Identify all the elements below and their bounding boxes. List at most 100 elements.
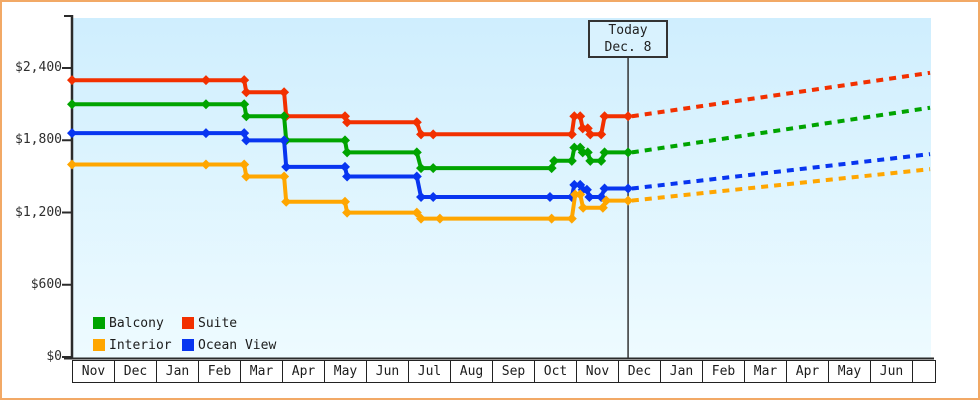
month-cell: Feb — [198, 360, 241, 383]
data-point-marker-interior — [241, 171, 252, 182]
legend-label: Ocean View — [198, 337, 277, 353]
projection-line-balcony — [631, 105, 931, 155]
data-point-marker-balcony — [577, 147, 588, 158]
data-point-marker-suite — [599, 111, 610, 122]
month-cell: Apr — [282, 360, 325, 383]
y-axis-tick-label: $0 — [46, 349, 62, 364]
data-point-marker-interior — [281, 196, 292, 207]
legend-item-suite: Suite — [182, 312, 276, 334]
month-cell-empty — [912, 360, 936, 383]
data-point-marker-ocean-view — [200, 128, 211, 139]
projection-line-suite — [631, 70, 931, 119]
data-point-marker-ocean-view — [428, 191, 439, 202]
data-point-marker-interior — [597, 202, 608, 213]
month-cell: Mar — [240, 360, 283, 383]
data-point-marker-interior — [200, 159, 211, 170]
month-cell: Jan — [156, 360, 199, 383]
legend-swatch-icon — [93, 317, 105, 329]
data-point-marker-interior — [434, 213, 445, 224]
data-point-marker-ocean-view — [599, 183, 610, 194]
data-point-marker-suite — [569, 111, 580, 122]
data-point-marker-balcony — [200, 99, 211, 110]
legend-item-interior: Interior — [93, 334, 182, 356]
y-axis-tick-label: $2,400 — [15, 60, 62, 75]
month-cell: Jun — [366, 360, 409, 383]
data-point-marker-interior — [416, 213, 427, 224]
data-point-marker-suite — [241, 87, 252, 98]
month-cell: Mar — [744, 360, 787, 383]
data-point-marker-balcony — [566, 155, 577, 166]
data-point-marker-interior — [623, 195, 634, 206]
data-point-marker-balcony — [549, 155, 560, 166]
data-point-marker-suite — [67, 75, 77, 86]
legend-label: Suite — [198, 315, 238, 331]
month-cell: Sep — [492, 360, 535, 383]
today-marker-label: Today Dec. 8 — [588, 20, 668, 58]
y-axis-tick-label: $1,800 — [15, 132, 62, 148]
y-axis-tick-label: $1,200 — [15, 204, 62, 220]
data-point-marker-ocean-view — [281, 161, 292, 172]
month-cell: Apr — [786, 360, 829, 383]
data-point-marker-balcony — [623, 147, 634, 158]
legend-item-balcony: Balcony — [93, 312, 182, 334]
data-point-marker-ocean-view — [340, 161, 350, 172]
data-point-marker-balcony — [596, 155, 607, 166]
data-point-marker-suite — [585, 129, 596, 140]
projection-line-interior — [631, 167, 931, 203]
data-point-marker-balcony — [241, 111, 252, 122]
data-point-marker-balcony — [411, 147, 422, 158]
month-cell: Jan — [660, 360, 703, 383]
data-point-marker-balcony — [585, 155, 596, 166]
data-point-marker-balcony — [279, 111, 290, 122]
data-point-marker-ocean-view — [416, 191, 427, 202]
data-point-marker-suite — [411, 117, 422, 128]
data-point-marker-suite — [416, 129, 427, 140]
month-cell: Jun — [870, 360, 913, 383]
series-line-balcony — [72, 102, 629, 171]
month-cell: Oct — [534, 360, 577, 383]
today-label-line2: Dec. 8 — [604, 40, 652, 55]
projection-line-ocean-view — [631, 152, 931, 191]
plot-gradient-background — [73, 18, 931, 358]
data-point-marker-ocean-view — [241, 135, 252, 146]
today-label-line1: Today — [608, 23, 648, 38]
data-point-marker-interior — [340, 196, 350, 207]
data-point-marker-suite — [342, 117, 353, 128]
data-point-marker-interior — [575, 189, 586, 200]
legend-item-ocean-view: Ocean View — [182, 334, 276, 356]
legend-swatch-icon — [93, 339, 105, 351]
data-point-marker-balcony — [342, 147, 353, 158]
legend-swatch-icon — [182, 339, 194, 351]
data-point-marker-suite — [577, 123, 588, 134]
data-point-marker-suite — [200, 75, 211, 86]
month-cell: Nov — [72, 360, 115, 383]
data-point-marker-balcony — [340, 135, 350, 146]
legend-label: Balcony — [109, 315, 164, 331]
month-cell: Dec — [618, 360, 661, 383]
month-cell: Dec — [114, 360, 157, 383]
legend-swatch-icon — [182, 317, 194, 329]
month-cell: May — [828, 360, 871, 383]
data-point-marker-interior — [601, 195, 612, 206]
x-axis-month-row: Nov Dec Jan Feb Mar Apr May Jun Jul Aug Sep Oct Nov D… — [72, 360, 936, 383]
data-point-marker-balcony — [569, 142, 580, 153]
month-cell: Nov — [576, 360, 619, 383]
data-point-marker-interior — [546, 213, 557, 224]
data-point-marker-interior — [279, 171, 290, 182]
data-point-marker-suite — [428, 129, 439, 140]
data-point-marker-suite — [596, 129, 607, 140]
data-point-marker-ocean-view — [411, 171, 422, 182]
data-point-marker-balcony — [582, 147, 593, 158]
data-point-marker-balcony — [428, 163, 439, 174]
data-point-marker-interior — [570, 189, 581, 200]
month-cell: Feb — [702, 360, 745, 383]
data-point-marker-suite — [566, 129, 577, 140]
data-point-marker-balcony — [67, 99, 77, 110]
month-cell: Jul — [408, 360, 451, 383]
month-cell: Aug — [450, 360, 493, 383]
legend: Balcony Suite Interior Ocean View — [93, 312, 276, 356]
legend-label: Interior — [109, 337, 172, 353]
data-point-marker-interior — [239, 159, 250, 170]
